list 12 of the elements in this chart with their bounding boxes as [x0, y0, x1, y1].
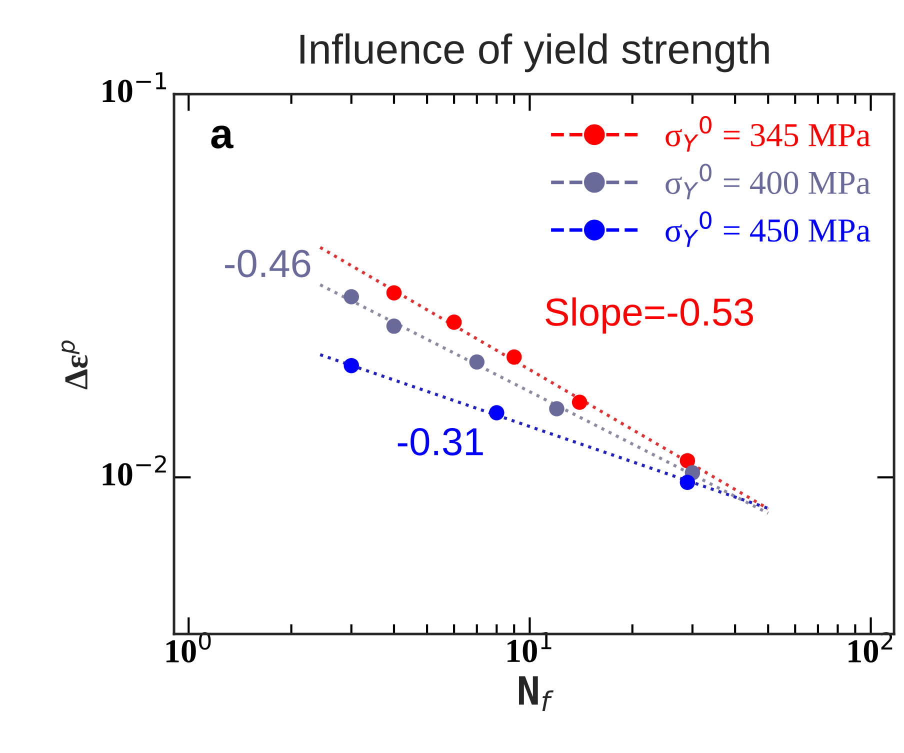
y-tick-label: 10$^{−2}$ — [102, 455, 166, 486]
legend-label: σ$_{Y}$$^{0}$ = 450 MPa — [666, 211, 870, 247]
annotation: -0.46 — [225, 250, 310, 278]
legend-label: σ$_{Y}$$^{0}$ = 345 MPa — [666, 116, 870, 152]
annotation: a — [211, 126, 234, 148]
chart-title: Influence of yield strength — [300, 33, 769, 72]
y-tick-label: 10$^{−1}$ — [102, 72, 166, 102]
y-axis-title: Δε$^{p}$ — [62, 340, 88, 390]
annotation: Slope=-0.53 — [546, 297, 753, 334]
legend-label: σ$_{Y}$$^{0}$ = 400 MPa — [666, 164, 870, 200]
x-axis-title: N$_{f}$ — [518, 676, 554, 712]
annotation: -0.31 — [398, 428, 483, 456]
